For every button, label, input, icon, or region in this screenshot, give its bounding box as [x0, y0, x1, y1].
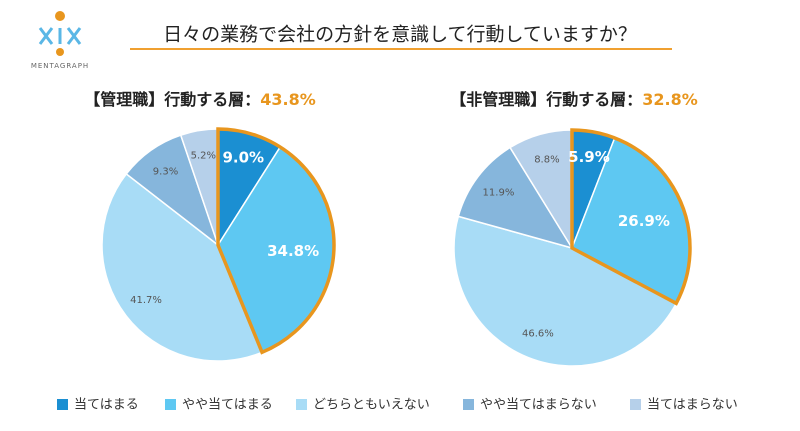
data-label: 11.9%	[483, 188, 515, 199]
legend-swatch	[463, 399, 474, 410]
data-label: 41.7%	[130, 295, 162, 306]
logo-dot	[55, 11, 65, 21]
data-label: 5.9%	[568, 148, 610, 166]
legend-swatch	[630, 399, 641, 410]
data-label: 9.3%	[153, 166, 178, 177]
pie-slice	[457, 146, 574, 250]
logo-text: MENTAGRAPH	[31, 62, 89, 70]
data-label: 34.8%	[267, 242, 319, 260]
data-label: 26.9%	[618, 212, 670, 230]
logo: MENTAGRAPH	[31, 11, 89, 70]
highlight-outline	[216, 127, 336, 355]
pie-slice	[101, 172, 264, 362]
highlight-outline	[570, 128, 692, 306]
chart-title: 【非管理職】行動する層：32.8%	[450, 90, 698, 109]
logo-dot	[56, 48, 64, 56]
chart-title: 【管理職】行動する層：43.8%	[84, 90, 316, 109]
legend-label: どちらともいえない	[313, 398, 430, 413]
legend-label: やや当てはまらない	[480, 398, 597, 413]
legend-label: 当てはまらない	[647, 398, 738, 413]
chart-title-text: 【非管理職】行動する層：	[450, 90, 642, 109]
data-label: 5.2%	[191, 151, 216, 162]
legend-swatch	[57, 399, 68, 410]
legend-swatch	[296, 399, 307, 410]
highlight-value: 43.8%	[260, 90, 316, 109]
logo-mark	[38, 27, 82, 45]
data-label: 9.0%	[222, 149, 264, 167]
highlight-value: 32.8%	[642, 90, 698, 109]
data-label: 8.8%	[534, 154, 559, 165]
page-title: 日々の業務で会社の方針を意識して行動していますか？	[163, 24, 637, 46]
legend-label: 当てはまる	[74, 398, 139, 413]
data-label: 46.6%	[522, 328, 554, 339]
chart-title-text: 【管理職】行動する層：	[84, 90, 260, 109]
legend-swatch	[165, 399, 176, 410]
pie-slice	[453, 215, 678, 367]
legend-label: やや当てはまる	[182, 398, 273, 413]
